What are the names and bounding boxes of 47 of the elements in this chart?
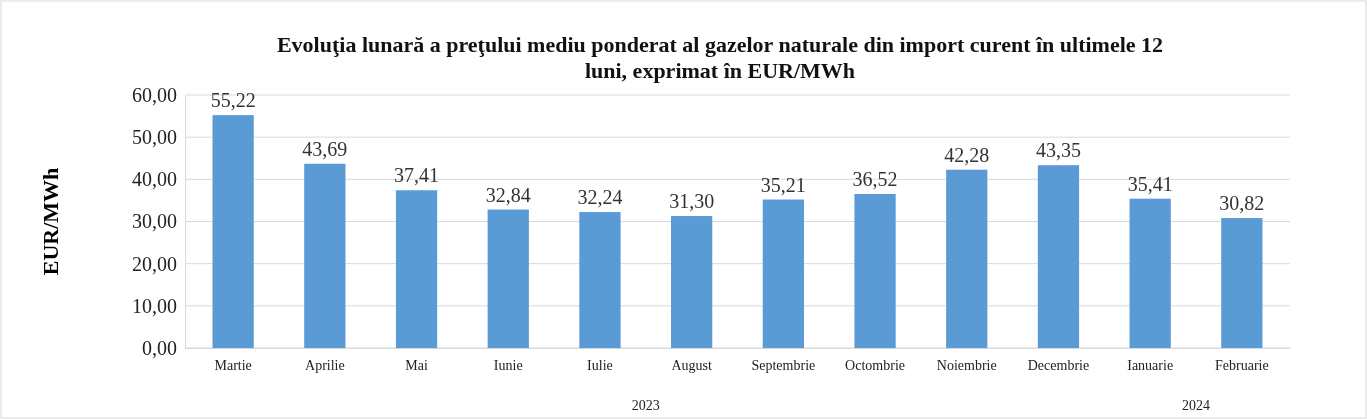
data-label: 35,21 <box>760 173 806 196</box>
bar <box>579 212 621 348</box>
y-tick-label: 30,00 <box>132 210 177 233</box>
y-axis-title: EUR/MWh <box>38 167 63 276</box>
bar <box>395 190 438 348</box>
y-tick-label: 0,00 <box>142 336 177 359</box>
bar <box>304 163 346 348</box>
x-tick-label: Februarie <box>1215 357 1269 373</box>
x-tick-label: Ianuarie <box>1127 357 1174 373</box>
x-tick-label: Septembrie <box>751 357 816 373</box>
data-label: 55,22 <box>210 89 256 112</box>
y-tick-label: 10,00 <box>132 294 177 317</box>
bar <box>762 199 804 348</box>
data-label: 36,52 <box>852 168 898 191</box>
x-tick-label: Martie <box>214 357 252 373</box>
x-tick-label: Noiembrie <box>936 357 997 373</box>
text: 2024 <box>1182 398 1211 413</box>
data-label: 37,41 <box>394 164 440 187</box>
data-label: 35,41 <box>1127 172 1173 195</box>
data-label: 30,82 <box>1219 192 1265 215</box>
bar <box>946 169 988 348</box>
data-label: 43,69 <box>302 137 348 160</box>
data-label: 32,84 <box>485 183 531 206</box>
data-label: 43,35 <box>1035 139 1081 162</box>
x-tick-label: Decembrie <box>1027 357 1090 373</box>
y-tick-label: 50,00 <box>132 126 177 149</box>
y-tick-label: 60,00 <box>132 83 177 106</box>
bar <box>1221 218 1263 348</box>
y-tick-label: 20,00 <box>132 252 177 275</box>
bar <box>1037 165 1080 348</box>
x-tick-label: August <box>671 357 712 373</box>
bar <box>671 216 713 348</box>
y-tick-label: 40,00 <box>132 168 177 191</box>
bar <box>212 115 254 348</box>
chart-title: Evoluţia lunară a preţului mediu ponderat al gazelor naturale din import curent în ultimele 12 luni, exprimat în EUR/MWh <box>276 32 1164 83</box>
x-tick-label: Mai <box>405 357 428 373</box>
text: 2023 <box>631 398 660 413</box>
x-tick-label: Iunie <box>493 357 523 373</box>
x-tick-label: Iulie <box>587 357 613 373</box>
data-label: 31,30 <box>669 190 715 213</box>
data-label: 42,28 <box>944 143 990 166</box>
x-tick-label: Aprilie <box>305 357 345 373</box>
bar <box>854 194 896 348</box>
bar <box>487 209 529 348</box>
bar <box>1129 198 1171 348</box>
x-tick-label: Octombrie <box>845 357 905 373</box>
data-label: 32,24 <box>577 186 623 209</box>
